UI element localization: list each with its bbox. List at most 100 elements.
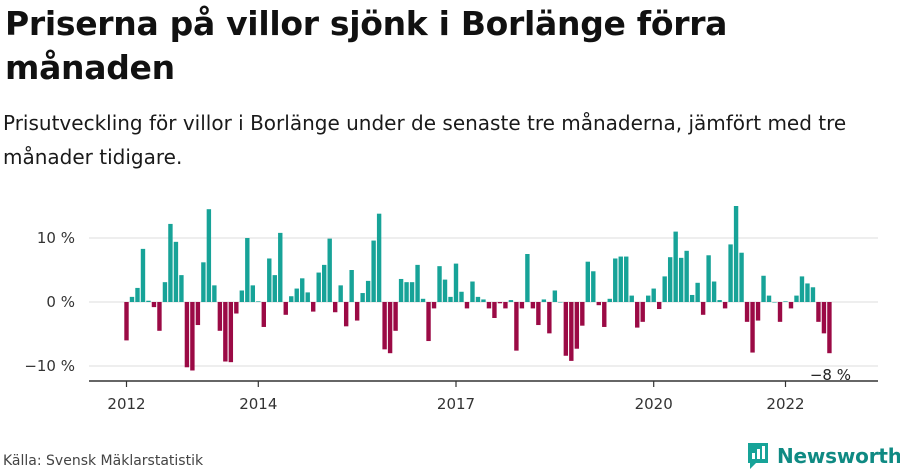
bar [766, 295, 772, 302]
bar [640, 302, 645, 322]
bar [678, 257, 684, 302]
bar [695, 282, 700, 302]
bar [162, 282, 168, 302]
bar [750, 302, 755, 353]
bar [376, 213, 382, 302]
bar [585, 261, 590, 302]
bar [810, 287, 816, 302]
newsworthy-logo-icon [748, 443, 768, 469]
bar [420, 298, 426, 302]
bar [700, 302, 706, 315]
bar [486, 302, 492, 309]
bar [547, 302, 552, 334]
bar [453, 263, 459, 302]
bar [179, 275, 184, 302]
bar [596, 302, 601, 306]
bar [563, 302, 569, 356]
bar [223, 302, 228, 362]
brand-name: Newsworthy [777, 444, 900, 468]
bar [574, 302, 580, 349]
chart-title: Priserna på villor sjönk i Borlänge förr… [5, 4, 728, 87]
bar [382, 302, 387, 350]
bar [739, 252, 744, 302]
y-tick-label: −10 % [24, 357, 75, 375]
bar [343, 302, 349, 327]
bar [140, 248, 146, 302]
bar [772, 302, 777, 303]
bar [393, 302, 398, 331]
bar [821, 302, 827, 334]
bar [245, 238, 250, 302]
bar [805, 283, 810, 302]
bar [349, 270, 354, 302]
bar [607, 298, 612, 302]
x-tick-label: 2014 [239, 395, 277, 413]
y-axis-ticks: 10 % 0 % −10 % [24, 229, 75, 375]
x-tick-label: 2020 [635, 395, 673, 413]
bar [755, 302, 761, 321]
bar [722, 302, 728, 309]
bar [426, 302, 431, 342]
bar [278, 232, 283, 302]
bar [602, 302, 607, 327]
bar [261, 302, 266, 327]
bars [124, 206, 832, 371]
bar [591, 271, 596, 302]
bar [470, 281, 475, 302]
bar [761, 275, 766, 302]
bar [184, 302, 190, 368]
bar [552, 290, 558, 302]
bar [783, 301, 788, 302]
bar [481, 299, 486, 302]
source-note: Källa: Svensk Mäklarstatistik [3, 453, 204, 469]
bar [300, 278, 305, 302]
bar [728, 244, 733, 302]
bar [684, 250, 689, 302]
bar [827, 302, 832, 354]
x-tick-label: 2012 [107, 395, 145, 413]
bar [464, 302, 470, 309]
chart-subtitle: Prisutveckling för villor i Borlänge und… [3, 111, 847, 169]
x-tick-label: 2022 [766, 395, 804, 413]
bar [689, 294, 695, 302]
bar [195, 302, 201, 326]
bar [558, 302, 563, 303]
bar [459, 291, 464, 302]
bar [667, 257, 673, 302]
bar [514, 302, 519, 351]
bar [327, 238, 332, 302]
bar [294, 288, 299, 302]
bar [217, 302, 223, 331]
bar [146, 300, 151, 302]
bar [475, 296, 481, 302]
bar [706, 255, 711, 302]
bar [173, 241, 179, 302]
bar [816, 302, 821, 322]
y-tick-label: 0 % [46, 293, 75, 311]
bar [404, 282, 409, 302]
bar [794, 295, 799, 302]
bar [629, 295, 634, 302]
newsworthy-logo: Newsworthy [746, 440, 900, 472]
x-tick-label: 2017 [437, 395, 475, 413]
bar [234, 302, 239, 314]
bar [332, 302, 338, 313]
bar [387, 302, 393, 354]
bar [415, 264, 420, 302]
bar [536, 302, 541, 326]
bar [711, 281, 717, 302]
bar [256, 301, 261, 302]
bar [437, 266, 442, 302]
bar [168, 223, 173, 302]
bar [525, 254, 530, 302]
bar [201, 262, 206, 302]
bar [497, 302, 503, 304]
bar [289, 296, 294, 302]
bar [157, 302, 162, 331]
bar [503, 302, 508, 309]
bar [250, 285, 256, 302]
bar [206, 209, 212, 302]
bar [530, 302, 536, 309]
bar [365, 280, 371, 302]
